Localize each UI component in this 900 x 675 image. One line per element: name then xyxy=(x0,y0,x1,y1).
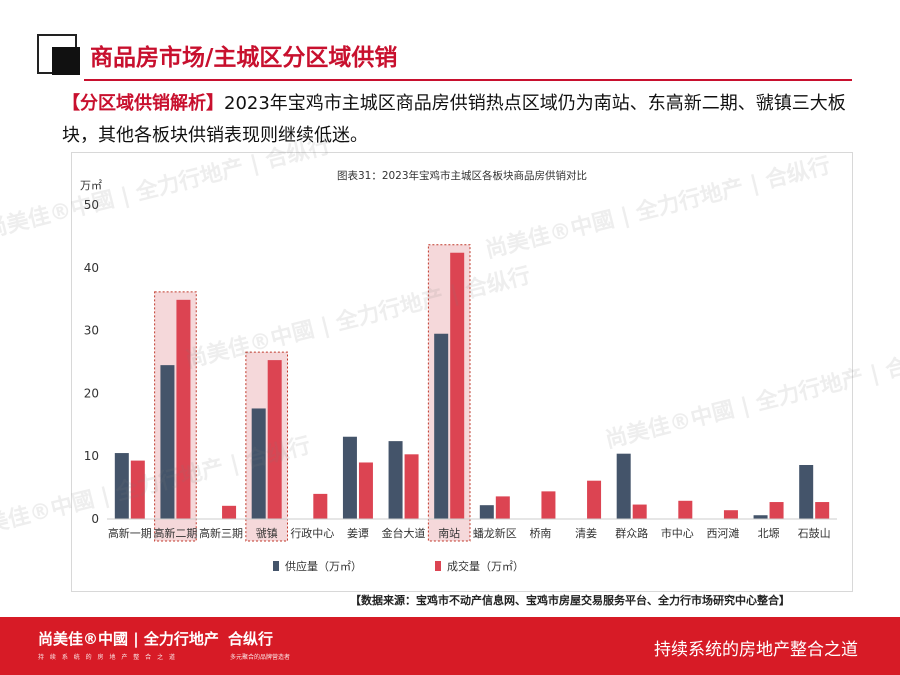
sales-bar xyxy=(769,502,784,519)
sales-bar xyxy=(541,491,556,519)
supply-bar xyxy=(114,453,129,519)
x-tick-label: 姜谭 xyxy=(347,526,369,540)
legend-supply-swatch xyxy=(273,561,279,571)
legend-sales-swatch xyxy=(435,561,441,571)
sales-bar xyxy=(176,299,191,519)
chart-title: 图表31：2023年宝鸡市主城区各板块商品房供销对比 xyxy=(337,169,587,182)
sales-bar xyxy=(678,500,693,519)
supply-bar xyxy=(616,453,631,519)
x-tick-label: 西河滩 xyxy=(706,526,739,540)
supply-bar xyxy=(342,436,357,519)
sales-bar xyxy=(632,504,647,519)
x-tick-label: 群众路 xyxy=(615,526,648,540)
sales-bar xyxy=(587,480,602,519)
page-title: 商品房市场/主城区分区域供销 xyxy=(90,45,398,71)
sales-bar xyxy=(495,496,510,519)
supply-bar xyxy=(160,365,175,519)
x-tick-label: 蟠龙新区 xyxy=(473,526,517,540)
supply-bar xyxy=(753,515,768,519)
supply-bar xyxy=(799,464,814,519)
x-tick-label: 高新二期 xyxy=(153,526,197,540)
x-tick-label: 虢镇 xyxy=(256,526,278,540)
supply-bar xyxy=(251,408,266,519)
supply-bar xyxy=(388,441,403,519)
intro-tag: 【分区域供销解析】 xyxy=(62,93,224,114)
footer-partner-tagline: 多元聚合的品牌营造者 xyxy=(230,654,291,661)
footer-partner-logo: 合纵行 xyxy=(228,630,274,648)
x-tick-label: 桥南 xyxy=(529,527,551,540)
intro-text: 2023年宝鸡市主城区商品房供销热点区域仍为南站、东高新二期、虢镇三大板块，其他… xyxy=(62,93,846,146)
sales-bar xyxy=(313,493,328,519)
y-axis-unit: 万㎡ xyxy=(80,179,102,192)
footer-brand: 尚美佳®中國 | 全力行地产 xyxy=(38,630,219,648)
x-tick-label: 高新一期 xyxy=(108,526,152,540)
supply-bar xyxy=(434,333,449,519)
sales-bar xyxy=(267,360,282,519)
footer-bar: 尚美佳®中國 | 全力行地产 持 续 系 统 的 房 地 产 整 合 之 道 合… xyxy=(0,617,900,675)
x-tick-label: 市中心 xyxy=(661,526,694,540)
logo-square xyxy=(52,47,80,75)
chart-frame: 图表31：2023年宝鸡市主城区各板块商品房供销对比万㎡ 0 10 20 30 40 50 高… xyxy=(71,152,853,592)
x-tick-label: 清姜 xyxy=(575,526,597,540)
y-tick-label: 0 xyxy=(91,512,99,526)
x-tick-label: 金台大道 xyxy=(382,526,426,540)
intro-paragraph: 【分区域供销解析】2023年宝鸡市主城区商品房供销热点区域仍为南站、东高新二期、… xyxy=(62,88,862,152)
footer-brand-tagline: 持 续 系 统 的 房 地 产 整 合 之 道 xyxy=(38,654,177,661)
sales-bar xyxy=(404,454,419,519)
x-tick-label: 南站 xyxy=(438,526,460,540)
x-tick-label: 高新三期 xyxy=(199,526,243,540)
y-tick-label: 20 xyxy=(84,386,99,400)
y-tick-label: 40 xyxy=(84,261,99,275)
sales-bar xyxy=(450,252,465,519)
source-note: 【数据来源：宝鸡市不动产信息网、宝鸡市房屋交易服务平台、全力行市场研究中心整合】 xyxy=(350,594,790,607)
sales-bar xyxy=(815,502,830,519)
sales-bar xyxy=(723,510,738,519)
x-tick-label: 行政中心 xyxy=(290,526,334,540)
supply-bar xyxy=(479,505,494,519)
sales-bar xyxy=(130,460,145,519)
title-underline xyxy=(84,79,852,81)
x-tick-label: 北塬 xyxy=(758,527,780,540)
legend-sales-label: 成交量（万㎡） xyxy=(447,559,524,573)
x-tick-label: 石鼓山 xyxy=(798,526,831,540)
y-tick-label: 10 xyxy=(84,449,99,463)
sales-bar xyxy=(222,505,237,519)
legend-supply-label: 供应量（万㎡） xyxy=(285,559,362,573)
footer-slogan: 持续系统的房地产整合之道 xyxy=(654,640,858,660)
y-tick-label: 50 xyxy=(84,198,99,212)
sales-bar xyxy=(358,462,373,519)
y-tick-label: 30 xyxy=(84,324,99,338)
